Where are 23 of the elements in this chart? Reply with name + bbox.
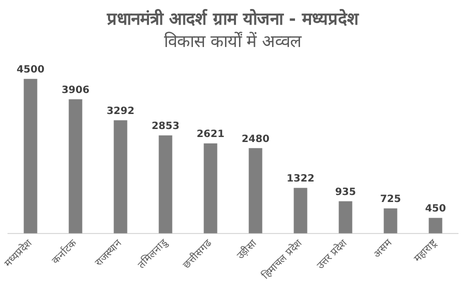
bar — [338, 201, 352, 234]
bar — [158, 135, 172, 234]
data-label: 3906 — [62, 84, 90, 96]
data-label: 1322 — [286, 174, 314, 185]
bar — [248, 148, 262, 234]
data-label: 2621 — [196, 128, 224, 140]
bar — [428, 218, 442, 234]
data-label: 2853 — [152, 120, 180, 132]
chart-title: प्रधानमंत्री आदर्श ग्राम योजना - मध्यप्रदेश — [106, 8, 360, 30]
data-label: 3292 — [106, 106, 134, 117]
data-label: 2480 — [242, 134, 270, 145]
bar — [24, 78, 38, 234]
bar — [68, 99, 82, 234]
bar — [384, 208, 398, 234]
data-label: 4500 — [16, 64, 44, 76]
data-label: 450 — [425, 203, 446, 214]
bar — [294, 188, 308, 234]
chart-subtitle: विकास कार्यों में अव्वल — [164, 31, 302, 52]
x-tick-label: उत्तर प्रदेश — [314, 237, 350, 272]
data-label: 935 — [335, 186, 356, 198]
bar — [204, 143, 218, 234]
bar — [114, 120, 128, 234]
data-label: 725 — [380, 194, 401, 206]
